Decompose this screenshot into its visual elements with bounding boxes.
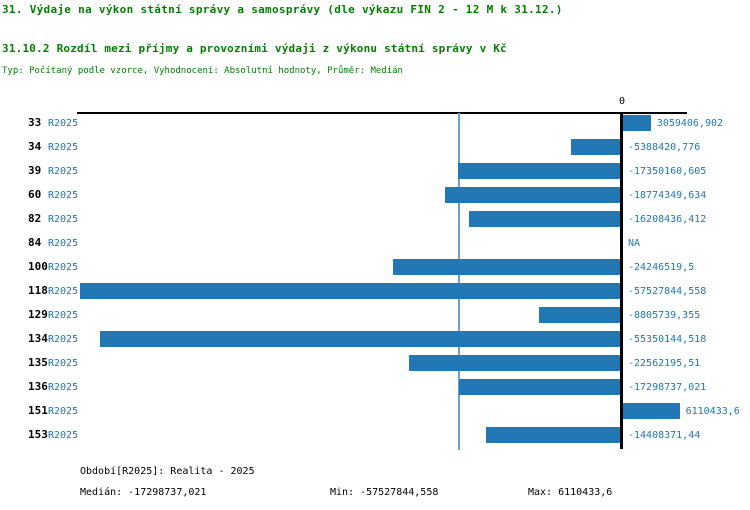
bar-value-label: -14408371,44	[628, 430, 701, 441]
row-series-label: R2025	[48, 118, 79, 129]
bar-value-label: -16208436,412	[628, 214, 707, 225]
bar-value-label: -8805739,355	[628, 310, 701, 321]
row-category-label: 136	[28, 380, 48, 393]
min-stat: Min: -57527844,558	[330, 487, 439, 498]
row-category-label: 33	[28, 116, 42, 129]
row-series-label: R2025	[48, 142, 79, 153]
row-category-label: 84	[28, 236, 42, 249]
bar-value-label: -18774349,634	[628, 190, 707, 201]
row-category-label: 100	[28, 260, 48, 273]
bar	[445, 187, 622, 203]
row-series-label: R2025	[48, 190, 79, 201]
row-category-label: 34	[28, 140, 42, 153]
period-label: Období[R2025]: Realita - 2025	[80, 466, 255, 477]
bar	[571, 139, 622, 155]
bar	[469, 211, 622, 227]
row-series-label: R2025	[48, 286, 79, 297]
indicator-subtitle: 31.10.2 Rozdíl mezi příjmy a provozními …	[2, 42, 507, 55]
bar-value-label: NA	[628, 238, 641, 249]
bar	[622, 115, 651, 131]
page-title: 31. Výdaje na výkon státní správy a samo…	[2, 3, 563, 16]
row-series-label: R2025	[48, 406, 79, 417]
bar	[100, 331, 622, 347]
bar	[539, 307, 622, 323]
row-series-label: R2025	[48, 334, 79, 345]
row-category-label: 129	[28, 308, 48, 321]
bar	[393, 259, 622, 275]
row-series-label: R2025	[48, 166, 79, 177]
bar-value-label: -17298737,021	[628, 382, 707, 393]
bar	[458, 163, 622, 179]
bar-value-label: -5388420,776	[628, 142, 701, 153]
row-category-label: 60	[28, 188, 42, 201]
row-category-label: 118	[28, 284, 48, 297]
row-series-label: R2025	[48, 214, 79, 225]
row-series-label: R2025	[48, 430, 79, 441]
bar-value-label: -57527844,558	[628, 286, 707, 297]
bar	[79, 283, 622, 299]
row-category-label: 82	[28, 212, 42, 225]
chart-top-border	[77, 112, 687, 114]
row-category-label: 134	[28, 332, 48, 345]
row-series-label: R2025	[48, 382, 79, 393]
median-reference-line	[457, 113, 460, 450]
bar-value-label: -22562195,51	[628, 358, 701, 369]
row-category-label: 151	[28, 404, 48, 417]
row-series-label: R2025	[48, 262, 79, 273]
row-category-label: 135	[28, 356, 48, 369]
row-series-label: R2025	[48, 310, 79, 321]
row-series-label: R2025	[48, 358, 79, 369]
row-series-label: R2025	[48, 238, 79, 249]
row-category-label: 153	[28, 428, 48, 441]
zero-axis-line	[620, 112, 623, 449]
axis-zero-label: 0	[618, 96, 626, 107]
max-stat: Max: 6110433,6	[528, 487, 613, 498]
bar	[622, 403, 680, 419]
bar-value-label: -55350144,518	[628, 334, 707, 345]
bar	[409, 355, 622, 371]
median-stat: Medián: -17298737,021	[80, 487, 207, 498]
bar-value-label: -17350160,605	[628, 166, 707, 177]
bar-value-label: 3059406,902	[656, 118, 724, 129]
row-category-label: 39	[28, 164, 42, 177]
indicator-type-line: Typ: Počítaný podle vzorce, Vyhodnocení:…	[2, 66, 403, 76]
bar	[458, 379, 622, 395]
bar-value-label: -24246519,5	[628, 262, 695, 273]
bar-value-label: 6110433,6	[685, 406, 740, 417]
bar	[486, 427, 622, 443]
